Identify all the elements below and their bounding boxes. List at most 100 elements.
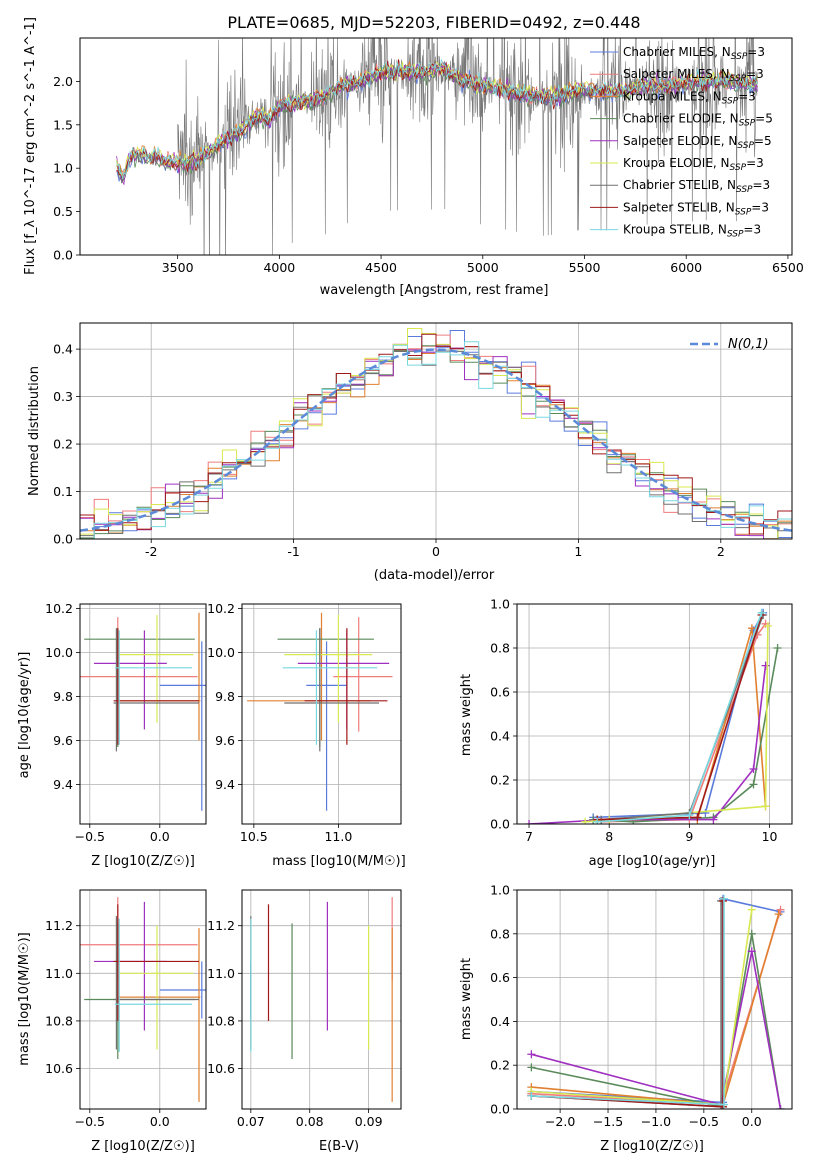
- y-tick-label: 0.4: [53, 342, 73, 357]
- ssp-marker: [581, 817, 590, 824]
- axes-frame: [79, 37, 793, 256]
- mass_weight_vs_age-axes: 7 8 9 10 0.0 0.2 0.4 0.6 0.8 1.0: [490, 597, 793, 844]
- x-tick-label: -1: [287, 544, 299, 559]
- y-tick-label: 0.0: [53, 532, 73, 547]
- plot-area: [247, 612, 393, 811]
- mass-weight-line: [593, 647, 779, 823]
- ssp-marker: [776, 905, 785, 914]
- ssp-marker: [757, 608, 766, 617]
- y-tick-label: 9.4: [215, 777, 235, 792]
- y-tick-label: 10.0: [207, 645, 235, 660]
- legend-label: Salpeter ELODIE, NSSP=5: [623, 134, 772, 151]
- x-tick-label: 0.07: [237, 1114, 265, 1129]
- y-tick-label: 9.6: [215, 733, 235, 748]
- ssp-marker: [763, 622, 772, 630]
- legend-count: =3: [746, 67, 764, 81]
- y-tick-label: 0.6: [490, 970, 510, 985]
- ssp-marker: [773, 644, 782, 652]
- y-tick-label: 1.0: [490, 597, 510, 612]
- x-tick-label: 6500: [772, 260, 804, 275]
- mass-weight-line: [601, 614, 764, 821]
- spectrum-xlabel: wavelength [Angstrom, rest frame]: [320, 283, 549, 298]
- mass-weight-line: [531, 933, 782, 1109]
- y-tick-label: 0.8: [490, 926, 510, 941]
- y-tick-label: 10.6: [45, 1061, 73, 1076]
- y-tick-label: 10.8: [207, 1013, 235, 1028]
- x-tick-label: -2: [145, 544, 157, 559]
- mass-weight-line: [531, 913, 780, 1106]
- plot-area: [80, 612, 206, 811]
- x-tick-label: −2.0: [545, 1114, 575, 1129]
- mass-weight-vs-z-xlabel: Z [log10(Z/Z☉)]: [600, 1139, 704, 1154]
- legend-count: =3: [746, 156, 764, 170]
- x-tick-label: 3500: [162, 260, 194, 275]
- legend-label: Chabrier STELIB, NSSP=3: [623, 178, 770, 195]
- legend-subscript: SSP: [735, 207, 752, 217]
- legend-count: =5: [755, 112, 773, 126]
- plot-area: [80, 328, 792, 539]
- y-tick-label: 2.0: [53, 74, 73, 89]
- ssp-marker: [776, 1105, 785, 1109]
- y-tick-label: 1.0: [490, 883, 510, 898]
- y-tick-label: 0.0: [53, 248, 73, 263]
- y-tick-label: 9.4: [53, 777, 73, 792]
- mass-weight-vs-age-xlabel: age [log10(age/yr)]: [589, 854, 716, 869]
- x-tick-label: −0.5: [689, 1114, 719, 1129]
- axes-frame: [79, 889, 207, 1110]
- x-tick-label: 0.0: [150, 829, 170, 844]
- ssp-marker: [527, 1091, 536, 1100]
- legend-label: Salpeter STELIB, NSSP=3: [623, 200, 769, 217]
- x-tick-label: −1.5: [593, 1114, 623, 1129]
- y-tick-label: 0.2: [490, 773, 510, 788]
- age-vs-z-ylabel: age [log10(age/yr)]: [17, 652, 32, 779]
- x-tick-label: 5000: [467, 260, 499, 275]
- age-vs-z-xlabel: Z [log10(Z/Z☉)]: [91, 854, 195, 869]
- mass-vs-z-ylabel: mass [log10(M/M☉)]: [17, 932, 32, 1065]
- legend-subscript: SSP: [737, 141, 754, 151]
- ssp-marker: [709, 815, 718, 824]
- plot-layer: 3500 4000 4500 5000 5500 6000 6500 0.0 0.5 1.0 1.5…: [45, 37, 804, 1129]
- mass-weight-vs-z-ylabel: mass weight: [459, 958, 474, 1040]
- legend-subscript: SSP: [736, 185, 753, 195]
- y-tick-label: 0.8: [490, 641, 510, 656]
- age_vs_mass-axes: 10.5 11.0 9.4 9.6 9.8 10.0 10.2: [207, 601, 402, 844]
- x-tick-label: 9: [685, 829, 693, 844]
- plot-area: [527, 894, 785, 1109]
- mass-vs-z-xlabel: Z [log10(Z/Z☉)]: [91, 1139, 195, 1154]
- legend-subscript: SSP: [730, 163, 747, 173]
- y-tick-label: 0.5: [53, 204, 73, 219]
- mass-vs-ebv-xlabel: E(B-V): [319, 1139, 359, 1154]
- x-tick-label: 0.0: [742, 1114, 762, 1129]
- legend-count: =3: [753, 178, 771, 192]
- residual-histogram: [80, 341, 792, 539]
- ssp-marker: [747, 905, 756, 914]
- plot-area: [250, 897, 393, 1102]
- x-tick-label: −1.0: [641, 1114, 671, 1129]
- y-tick-label: 0.6: [490, 685, 510, 700]
- y-tick-label: 1.0: [53, 161, 73, 176]
- y-tick-label: 0.2: [490, 1058, 510, 1073]
- model-spectrum-line: [116, 62, 758, 182]
- x-tick-label: 7: [525, 829, 533, 844]
- x-tick-label: 0.0: [150, 1114, 170, 1129]
- y-tick-label: 0.2: [53, 437, 73, 452]
- plot-area: [80, 897, 206, 1102]
- y-tick-label: 10.2: [45, 601, 73, 616]
- ssp-marker: [774, 910, 783, 919]
- ssp-marker: [719, 894, 728, 903]
- ssp-marker: [747, 929, 756, 938]
- residuals-xlabel: (data-model)/error: [374, 568, 495, 583]
- ssp-marker: [749, 765, 758, 773]
- mass-weight-vs-age-ylabel: mass weight: [459, 674, 474, 756]
- model-spectrum-line: [116, 58, 758, 180]
- plot-area: [525, 608, 782, 824]
- legend-label: Chabrier MILES, NSSP=3: [623, 45, 765, 62]
- y-tick-label: 0.0: [490, 817, 510, 832]
- x-tick-label: 1: [574, 544, 582, 559]
- ssp-marker: [693, 813, 702, 822]
- ssp-marker: [761, 802, 770, 811]
- y-tick-label: 0.4: [490, 729, 510, 744]
- y-tick-label: 9.8: [53, 689, 73, 704]
- legend-label: Salpeter MILES, NSSP=3: [623, 67, 764, 84]
- axes-frame: [241, 889, 402, 1110]
